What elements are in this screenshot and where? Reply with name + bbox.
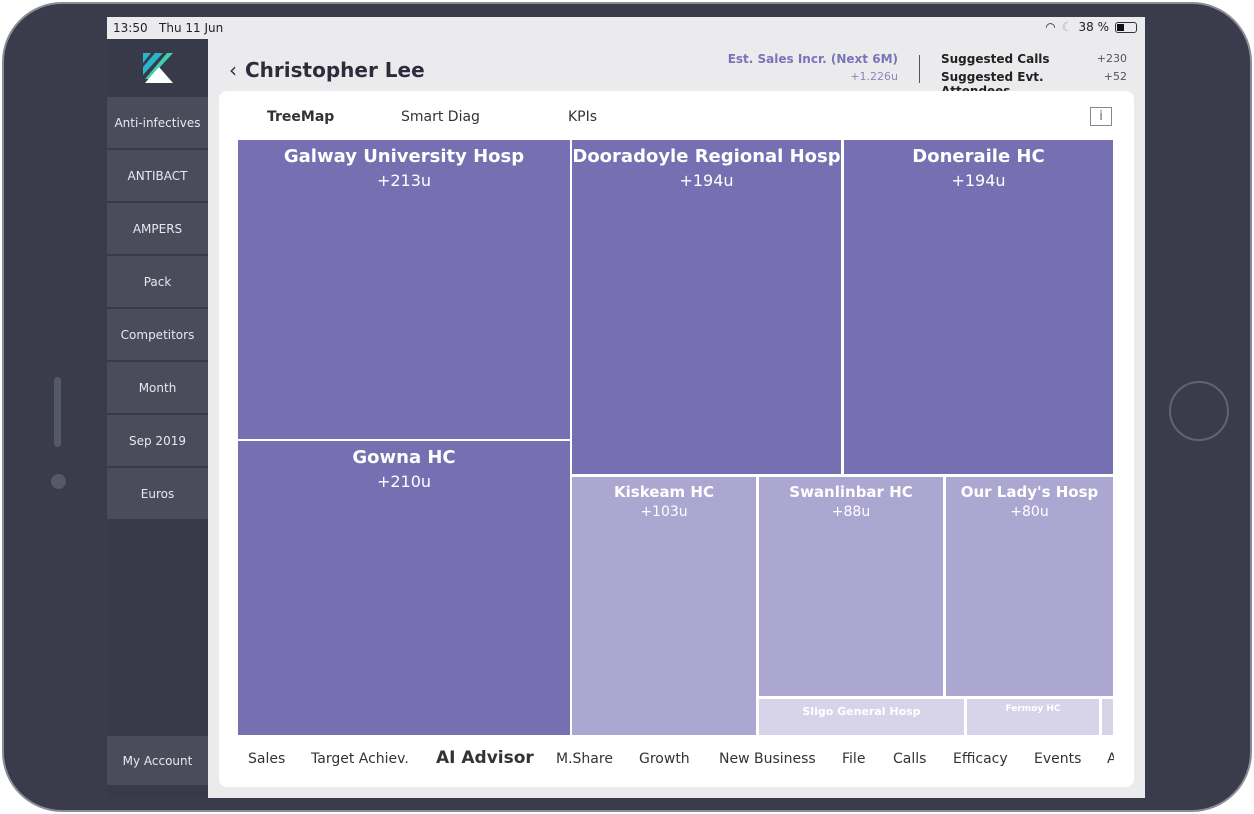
tab-file[interactable]: File	[842, 751, 866, 767]
treemap-tile[interactable]: Swanlinbar HC +88u	[759, 477, 943, 696]
treemap: Galway University Hosp +213u Gowna HC +210…	[238, 140, 1113, 735]
app-logo	[143, 53, 173, 83]
treemap-tile[interactable]	[1102, 699, 1113, 735]
divider	[919, 55, 920, 83]
my-account-button[interactable]: My Account	[107, 736, 208, 785]
treemap-tile[interactable]: Gowna HC +210u	[238, 441, 570, 735]
camera-dot	[51, 474, 66, 489]
treemap-tile[interactable]: Kiskeam HC +103u	[572, 477, 756, 735]
est-sales-value: +1.226u	[850, 70, 898, 83]
est-sales-label: Est. Sales Incr. (Next 6M)	[727, 52, 898, 66]
tab-growth[interactable]: Growth	[639, 751, 690, 767]
tab-ai-advisor[interactable]: AI Advisor	[436, 748, 534, 768]
status-bar: 13:50 Thu 11 Jun ◠ ☾ 38 %	[107, 17, 1145, 39]
treemap-tile[interactable]: Galway University Hosp +213u	[238, 140, 570, 439]
home-button[interactable]	[1169, 381, 1229, 441]
tab-mshare[interactable]: M.Share	[556, 751, 613, 767]
volume-button	[54, 377, 61, 447]
module-tabs: Sales Target Achiev. AI Advisor M.Share …	[219, 747, 1114, 773]
info-icon[interactable]: i	[1090, 107, 1112, 126]
sidebar-item-date[interactable]: Sep 2019	[107, 415, 208, 467]
tab-treemap[interactable]: TreeMap	[267, 109, 335, 125]
treemap-tile[interactable]: Sligo General Hosp	[759, 699, 964, 735]
screen: 13:50 Thu 11 Jun ◠ ☾ 38 % Anti-infective…	[107, 17, 1145, 798]
treemap-tile[interactable]: Fermoy HC	[967, 699, 1099, 735]
tab-sales[interactable]: Sales	[248, 751, 286, 767]
battery-percent: 38 %	[1078, 20, 1110, 34]
tab-calls[interactable]: Calls	[893, 751, 927, 767]
back-chevron-icon[interactable]: ‹	[229, 58, 237, 82]
attendees-value: +52	[1103, 70, 1127, 83]
sidebar-item-period[interactable]: Month	[107, 362, 208, 414]
moon-icon: ☾	[1061, 20, 1073, 34]
treemap-tile[interactable]: Doneraile HC +194u	[844, 140, 1113, 474]
tab-target-achiev[interactable]: Target Achiev.	[311, 751, 409, 767]
sidebar-item-competitors[interactable]: Competitors	[107, 309, 208, 361]
treemap-tile[interactable]: Dooradoyle Regional Hosp +194u	[572, 140, 841, 474]
tab-events[interactable]: Events	[1034, 751, 1082, 767]
sidebar-item-currency[interactable]: Euros	[107, 468, 208, 520]
status-time: 13:50 Thu 11 Jun	[113, 21, 224, 35]
sidebar-item-therapy-area[interactable]: Anti-infectives	[107, 97, 208, 149]
tab-efficacy[interactable]: Efficacy	[953, 751, 1008, 767]
sidebar-item-product[interactable]: AMPERS	[107, 203, 208, 255]
calls-label: Suggested Calls	[941, 52, 1050, 66]
tab-kpis[interactable]: KPIs	[568, 109, 598, 125]
treemap-tile[interactable]: Our Lady's Hosp +80u	[946, 477, 1113, 696]
tab-smart-diag[interactable]: Smart Diag	[401, 109, 480, 125]
calls-value: +230	[1096, 52, 1127, 65]
battery-icon	[1115, 21, 1137, 33]
tab-more[interactable]: A	[1107, 751, 1114, 767]
sidebar-item-pack[interactable]: Pack	[107, 256, 208, 308]
page-title: ‹ Christopher Lee	[229, 58, 425, 82]
tab-new-business[interactable]: New Business	[719, 751, 816, 767]
main-card: TreeMap Smart Diag KPIs i Galway Univers…	[219, 91, 1134, 787]
sidebar: Anti-infectives ANTIBACT AMPERS Pack Com…	[107, 39, 208, 798]
wifi-icon: ◠	[1045, 20, 1056, 34]
rep-name: Christopher Lee	[245, 58, 425, 82]
sidebar-item-class[interactable]: ANTIBACT	[107, 150, 208, 202]
est-sales-kpi: Est. Sales Incr. (Next 6M) +1.226u	[728, 52, 898, 83]
